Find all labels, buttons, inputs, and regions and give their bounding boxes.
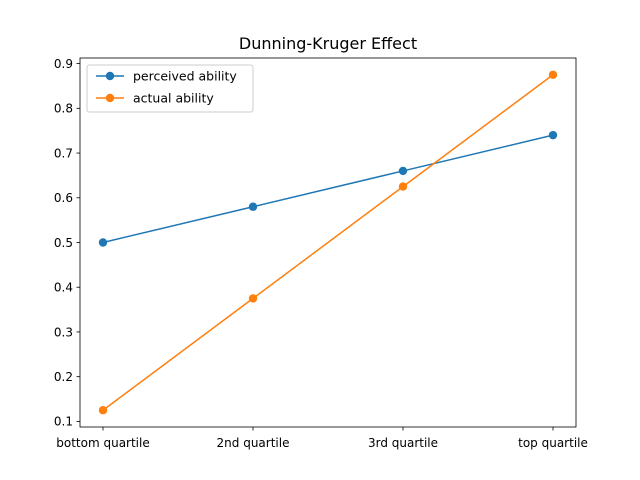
plot-area: 0.1 0.2 0.3 0.4 0.5 0.6 0.7 0.8 0.9 bottom quarti… bbox=[54, 57, 588, 450]
x-tick-label: 2nd quartile bbox=[217, 436, 290, 450]
y-tick-label: 0.2 bbox=[54, 370, 73, 384]
y-tick-label: 0.4 bbox=[54, 281, 73, 295]
legend-box bbox=[86, 64, 254, 113]
data-point bbox=[398, 182, 408, 191]
legend-marker bbox=[105, 71, 115, 81]
y-tick-label: 0.5 bbox=[54, 236, 73, 250]
y-tick-label: 0.7 bbox=[54, 146, 73, 160]
legend-marker bbox=[105, 93, 115, 103]
y-tick-label: 0.6 bbox=[54, 191, 73, 205]
y-tick-label: 0.3 bbox=[54, 325, 73, 339]
x-tick-label: 3rd quartile bbox=[368, 436, 438, 450]
y-tick-label: 0.1 bbox=[54, 415, 73, 429]
data-point bbox=[98, 238, 108, 247]
data-point bbox=[398, 166, 408, 176]
data-point bbox=[248, 202, 258, 211]
y-tick-label: 0.8 bbox=[54, 102, 73, 116]
x-tick-label: top quartile bbox=[518, 436, 588, 450]
x-tick-label: bottom quartile bbox=[56, 436, 149, 450]
series-line bbox=[102, 74, 554, 411]
data-point bbox=[548, 130, 558, 140]
y-tick-label: 0.9 bbox=[54, 57, 73, 71]
legend-label: actual ability bbox=[133, 91, 214, 106]
data-point bbox=[548, 70, 558, 79]
data-point bbox=[98, 406, 108, 415]
data-point bbox=[248, 294, 258, 303]
chart-title: Dunning-Kruger Effect bbox=[239, 34, 417, 53]
legend-label: perceived ability bbox=[133, 69, 237, 84]
legend: perceived ability actual ability bbox=[86, 64, 254, 113]
series-line bbox=[102, 134, 554, 244]
